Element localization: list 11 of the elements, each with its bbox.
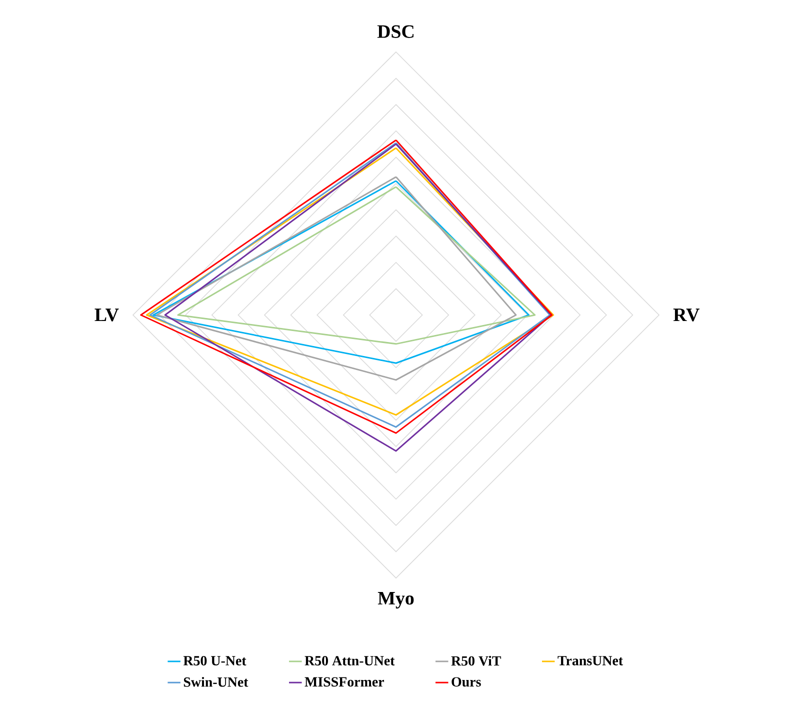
legend-label: TransUNet <box>558 656 623 666</box>
legend-label: Swin-UNet <box>184 676 248 687</box>
legend-label: MISSFormer <box>304 677 384 687</box>
legend-label: Ours <box>452 677 481 687</box>
legend-label: R50 ViT <box>451 656 502 666</box>
legend-label: R50 U-Net <box>183 656 246 666</box>
spoke-label: RV <box>673 308 700 322</box>
spoke-label: DSC <box>377 25 414 38</box>
legend-label: R50 Attn-UNet <box>304 656 395 666</box>
spoke-label: Myo <box>378 592 414 609</box>
spoke-label: LV <box>94 308 119 322</box>
